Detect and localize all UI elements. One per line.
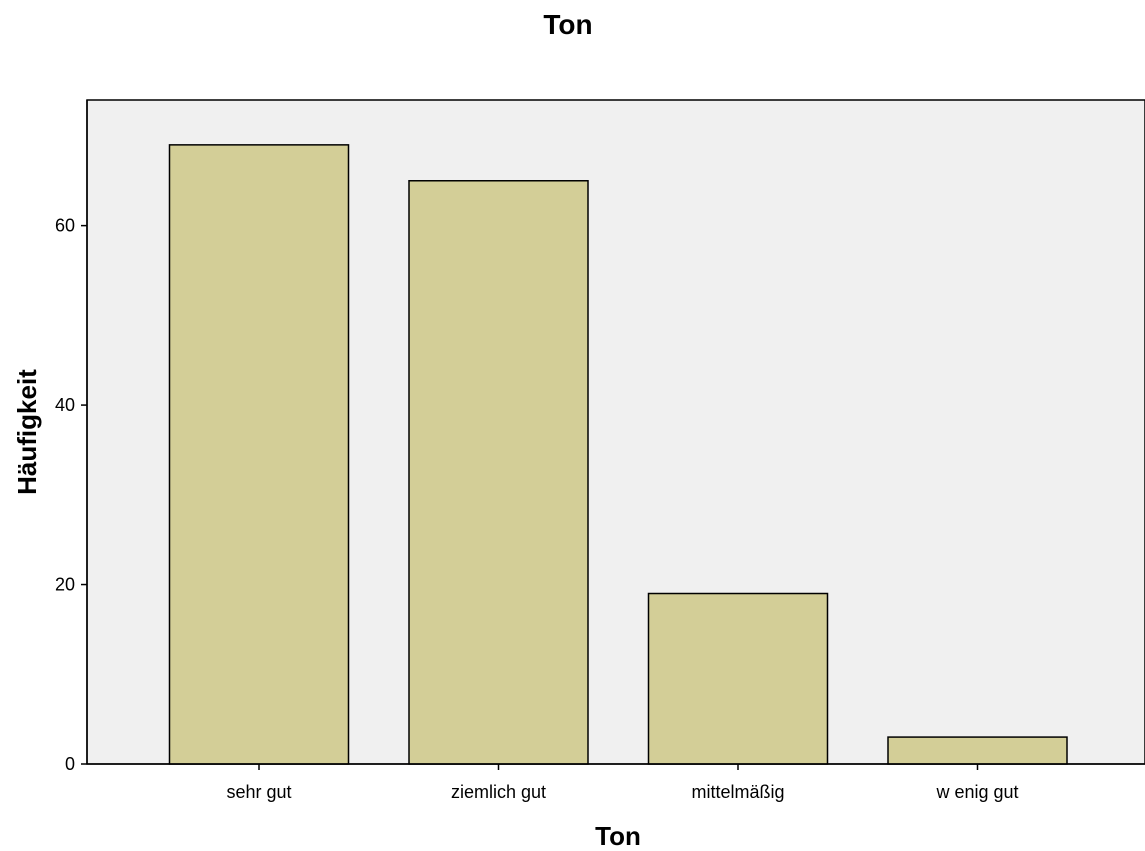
y-tick-label-60: 60 <box>55 216 75 236</box>
x-tick-label-1: sehr gut <box>226 782 291 802</box>
y-tick-label-40: 40 <box>55 395 75 415</box>
x-tick-label-4: w enig gut <box>935 782 1018 802</box>
y-tick-label-20: 20 <box>55 575 75 595</box>
bar-4 <box>887 736 1068 765</box>
bar-2 <box>408 180 589 765</box>
x-tick-label-2: ziemlich gut <box>451 782 546 802</box>
bar-1 <box>168 144 350 765</box>
y-axis-title: Häufigkeit <box>12 369 42 495</box>
x-tick-label-3: mittelmäßig <box>691 782 784 802</box>
bar-3 <box>647 592 829 765</box>
chart-title: Ton <box>543 9 592 40</box>
y-ticks-group: 0 20 40 60 <box>55 216 87 774</box>
axes-group <box>86 100 1145 765</box>
x-axis-title: Ton <box>595 821 641 851</box>
y-tick-label-0: 0 <box>65 754 75 774</box>
x-ticks-group: sehr gut ziemlich gut mittelmäßig w enig gu… <box>226 764 1019 802</box>
